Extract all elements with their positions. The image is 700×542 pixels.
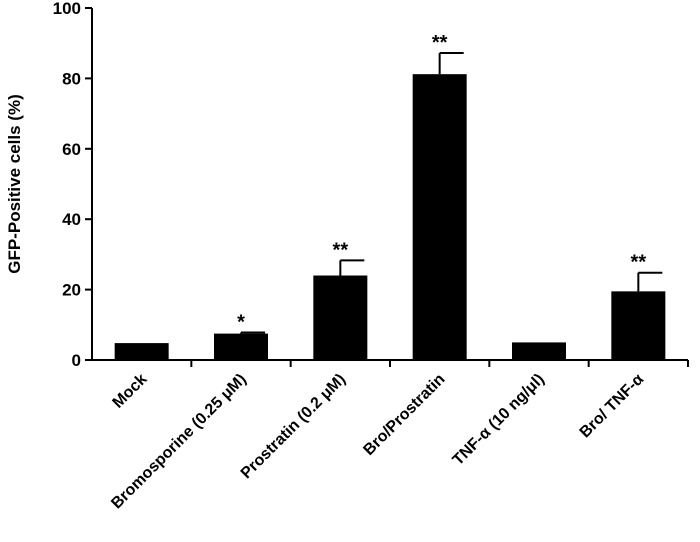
category-label: Mock: [110, 371, 151, 412]
error-bars-group: [240, 52, 663, 334]
y-axis-label: GFP-Positive cells (%): [5, 94, 24, 274]
significance-marker: **: [631, 252, 647, 274]
category-label: Prostratin (0.2 μM): [238, 371, 349, 482]
bar: [412, 74, 467, 361]
y-tick-label: 0: [72, 351, 81, 370]
y-tick-label: 100: [53, 0, 81, 18]
x-axis: [92, 359, 689, 367]
category-label: Bro/Prostratin: [360, 371, 448, 459]
bar: [114, 343, 169, 360]
bar: [611, 291, 666, 360]
category-label: TNF-α (10 ng/μl): [450, 371, 548, 469]
significance-group: *******: [237, 32, 646, 333]
bar: [313, 275, 368, 360]
significance-marker: **: [432, 32, 448, 54]
y-tick-label: 40: [62, 210, 81, 229]
y-axis: 0 20 40 60 80 100: [53, 0, 93, 370]
y-tick-label: 60: [62, 140, 81, 159]
significance-marker: **: [333, 239, 349, 261]
bar: [214, 333, 268, 360]
significance-marker: *: [237, 312, 245, 334]
bar: [512, 342, 566, 360]
y-tick-label: 20: [62, 281, 81, 300]
bars-group: [114, 74, 666, 361]
category-label: Bro/ TNF-α: [577, 371, 648, 442]
y-tick-label: 80: [62, 69, 81, 88]
